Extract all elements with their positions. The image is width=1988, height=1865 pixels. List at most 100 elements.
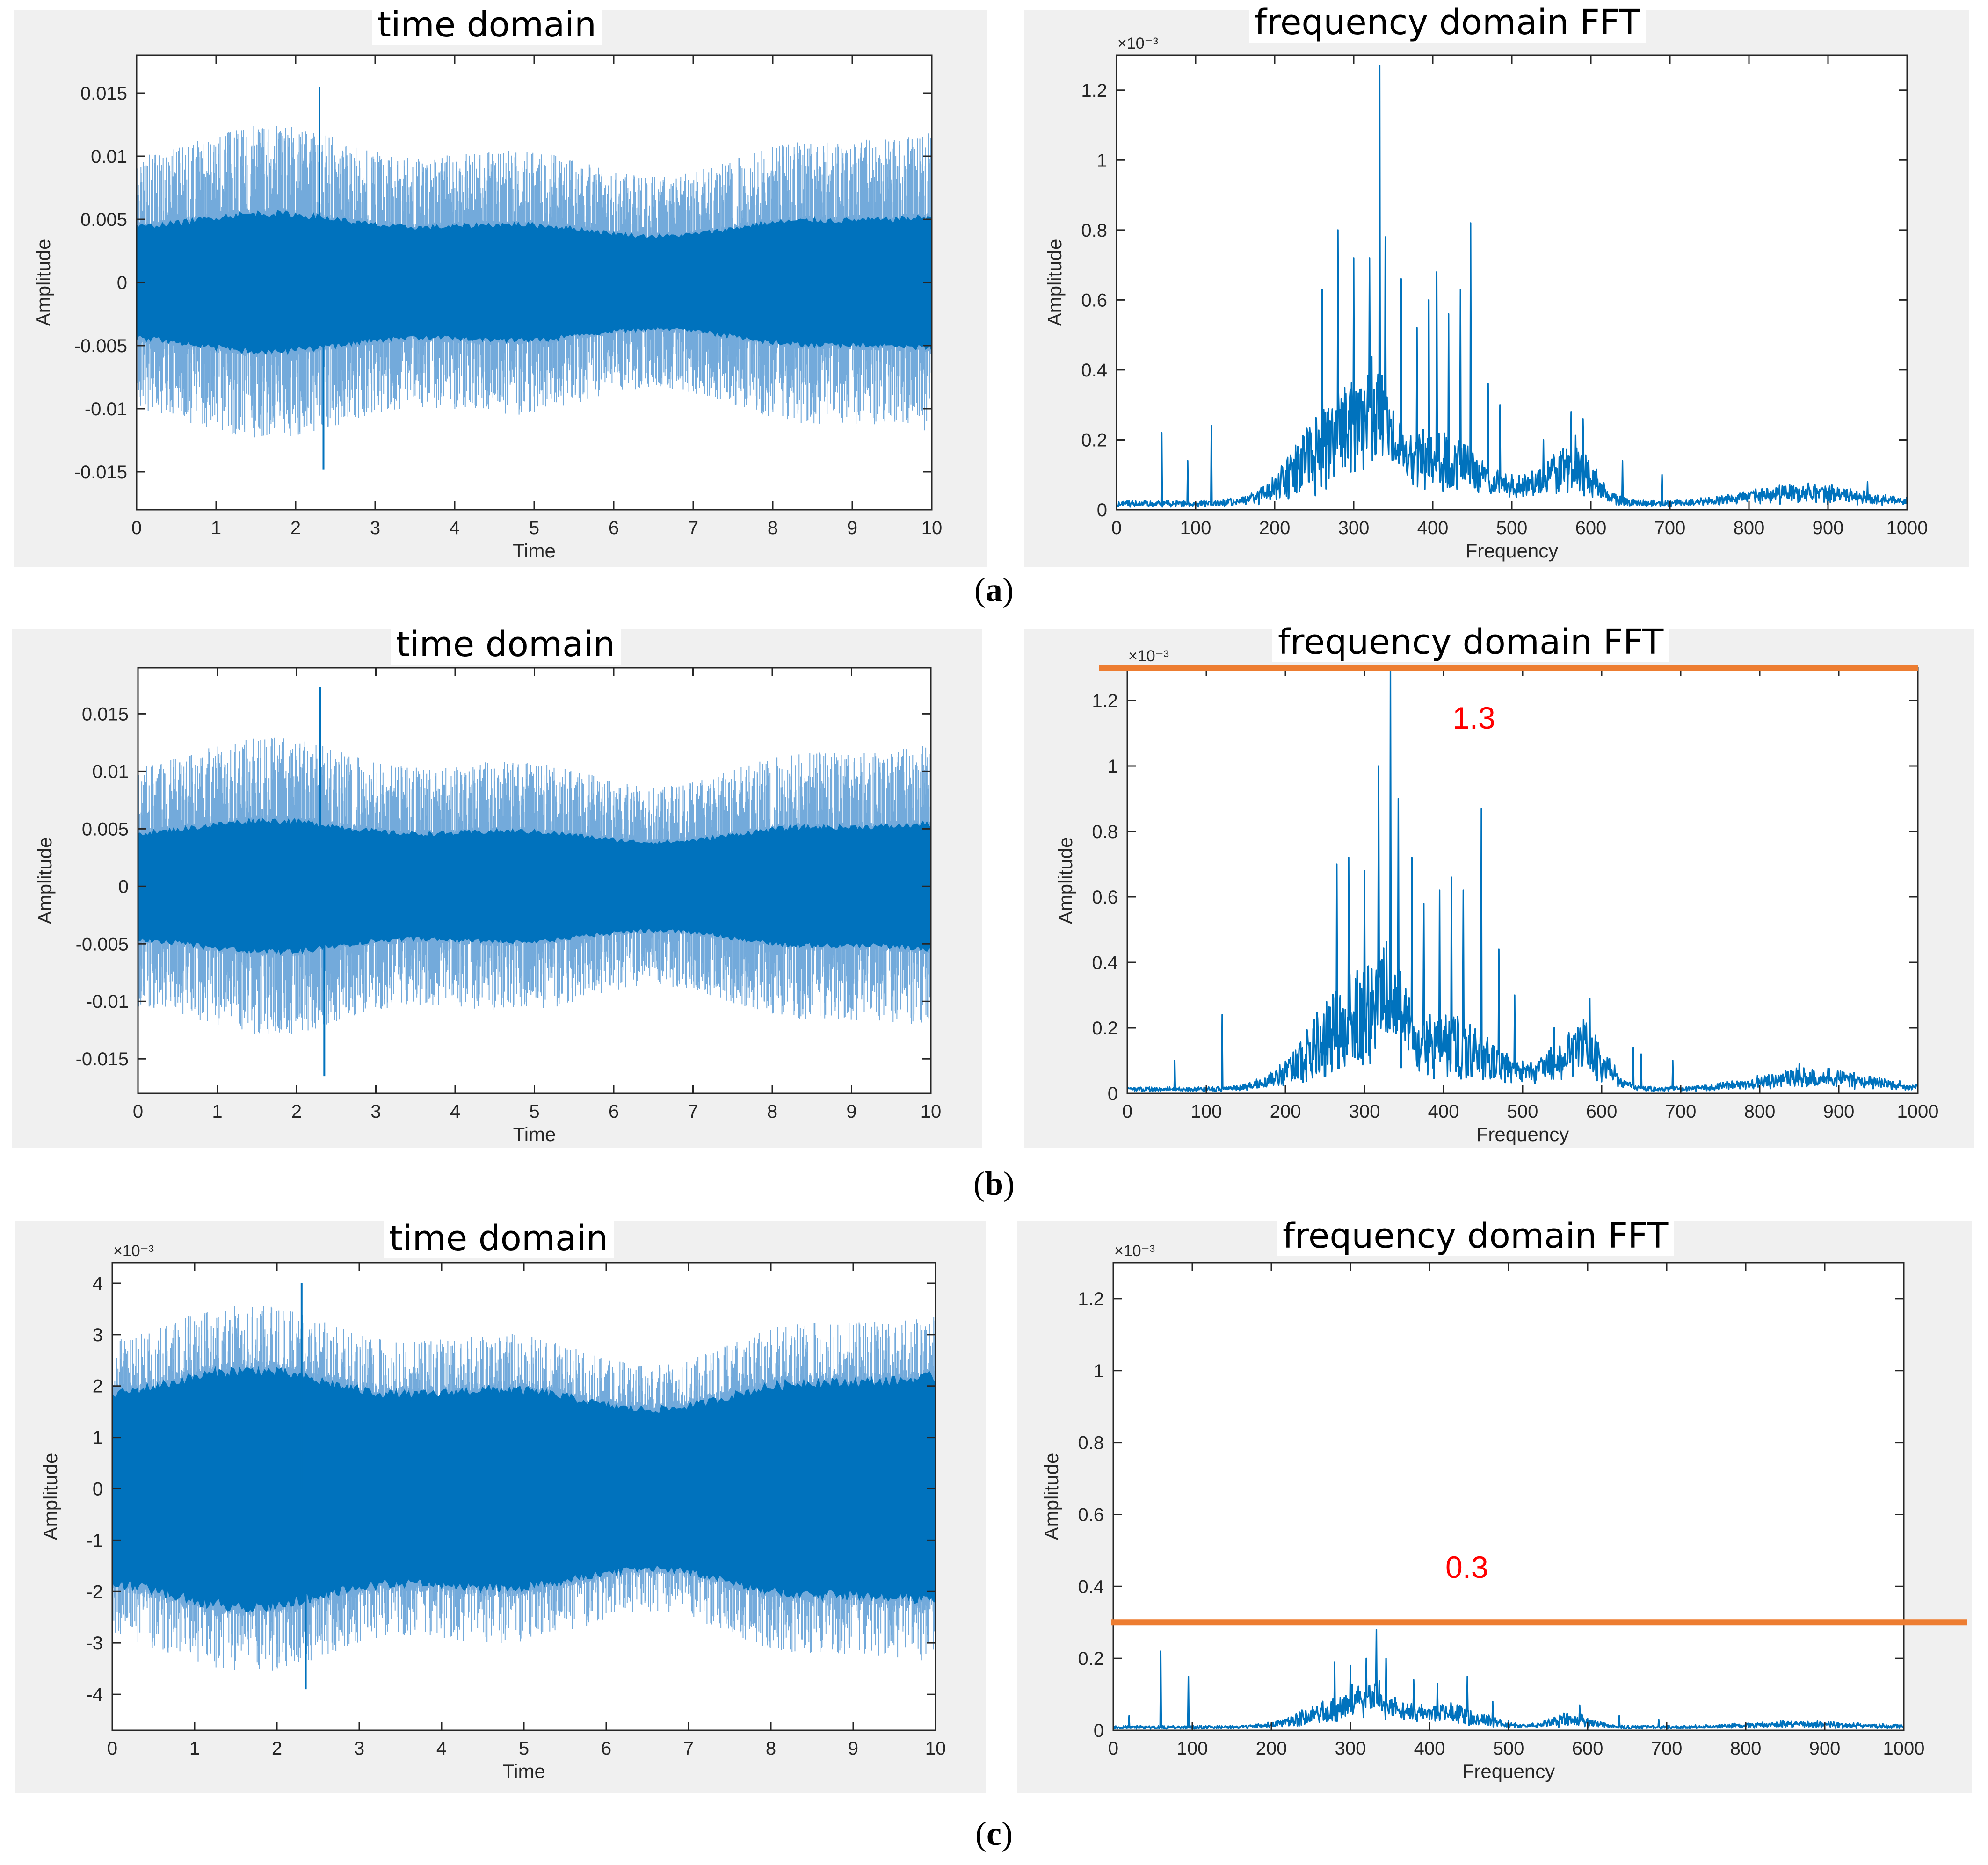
- x-tick-label: 300: [1338, 518, 1370, 538]
- x-tick-label: 400: [1414, 1738, 1445, 1759]
- x-tick-label: 7: [683, 1738, 694, 1759]
- x-tick-label: 0: [1111, 518, 1122, 538]
- chart-a-time: 0 1 2 3 4 5 6 7 8 9 10 -0.015 -0.01 -0.005 0 0.005 0.01 0…: [32, 54, 943, 562]
- x-tick-label: 500: [1507, 1101, 1538, 1122]
- y-tick-label: -2: [86, 1582, 103, 1602]
- x-tick-label: 5: [519, 1738, 529, 1759]
- y-tick-label: 0.8: [1078, 1433, 1104, 1453]
- caption-a-letter: a: [986, 571, 1002, 608]
- x-tick-label: 10: [925, 1738, 946, 1759]
- chart-a-fft: 0 100 200 300 400 500 600 700 800 900 1000 0 0.2 0.4 0…: [1044, 35, 1928, 562]
- y-tick-label: 0.2: [1078, 1648, 1104, 1669]
- data-layer: [138, 687, 931, 1077]
- y-tick-label: 0.8: [1092, 822, 1118, 842]
- x-axis-label: Frequency: [1476, 1123, 1569, 1145]
- x-tick-label: 100: [1191, 1101, 1222, 1122]
- x-tick-label: 0: [107, 1738, 117, 1759]
- title-c-time: time domain: [384, 1218, 614, 1258]
- y-tick-label: 0.2: [1081, 430, 1107, 450]
- y-tick-label: -4: [86, 1684, 103, 1705]
- plot-area: [1127, 668, 1918, 1093]
- y-tick-label: -0.015: [76, 1049, 129, 1070]
- y-tick-label: 0: [1097, 500, 1107, 520]
- y-tick-label: 0.4: [1078, 1576, 1104, 1597]
- x-tick-label: 400: [1417, 518, 1449, 538]
- y-tick-label: 1: [1094, 1361, 1104, 1381]
- chart-b-time: 0 1 2 3 4 5 6 7 8 9 10 -0.015 -0.01 -0.005 0 0.005 0.01 0…: [34, 667, 941, 1145]
- x-tick-label: 3: [354, 1738, 364, 1759]
- x-tick-label: 8: [767, 1101, 777, 1122]
- y-tick-label: -0.005: [76, 934, 129, 954]
- y-axis-label: Amplitude: [1040, 1453, 1062, 1540]
- x-tick-label: 9: [847, 518, 857, 538]
- y-tick-label: 2: [93, 1376, 103, 1397]
- x-tick-label: 600: [1572, 1738, 1603, 1759]
- y-tick-label: 4: [93, 1273, 103, 1294]
- y-tick-label: 0.01: [91, 146, 127, 167]
- x-tick-label: 1000: [1886, 518, 1928, 538]
- y-tick-label: 0: [1094, 1720, 1104, 1741]
- exponent-label: ×10⁻³: [1117, 35, 1158, 52]
- y-axis-label: Amplitude: [39, 1453, 61, 1540]
- x-axis-label: Frequency: [1466, 540, 1558, 562]
- x-tick-label: 200: [1270, 1101, 1301, 1122]
- y-tick-label: 1.2: [1081, 80, 1107, 101]
- y-tick-label: 0.2: [1092, 1018, 1118, 1039]
- x-tick-label: 4: [436, 1738, 447, 1759]
- x-axis-label: Frequency: [1462, 1760, 1555, 1782]
- data-layer: [1117, 65, 1907, 508]
- x-tick-label: 8: [768, 518, 778, 538]
- y-tick-label: 1.2: [1092, 691, 1118, 711]
- exponent-label: ×10⁻³: [1114, 1242, 1155, 1260]
- x-tick-label: 10: [921, 518, 943, 538]
- x-tick-label: 700: [1665, 1101, 1697, 1122]
- x-tick-label: 300: [1335, 1738, 1366, 1759]
- y-tick-label: 1: [1108, 756, 1118, 777]
- x-tick-label: 4: [450, 1101, 460, 1122]
- x-tick-label: 3: [370, 1101, 381, 1122]
- y-tick-label: 0.6: [1092, 887, 1118, 908]
- y-tick-label: -0.015: [74, 462, 127, 483]
- caption-b-letter: b: [984, 1165, 1004, 1202]
- y-tick-label: -0.005: [74, 336, 127, 356]
- x-tick-label: 7: [688, 518, 698, 538]
- y-tick-label: 0: [93, 1479, 103, 1500]
- x-tick-label: 200: [1256, 1738, 1287, 1759]
- y-tick-label: 0.4: [1081, 360, 1107, 381]
- title-c-fft: frequency domain FFT: [1277, 1216, 1674, 1256]
- signal-core: [138, 817, 931, 956]
- x-tick-label: 2: [272, 1738, 282, 1759]
- plot-area: [1113, 1263, 1904, 1730]
- x-tick-label: 600: [1575, 518, 1607, 538]
- x-tick-label: 3: [370, 518, 380, 538]
- spectrum-line: [1113, 1629, 1904, 1730]
- y-tick-label: 3: [93, 1325, 103, 1345]
- x-tick-label: 700: [1654, 518, 1686, 538]
- title-a-time: time domain: [372, 5, 602, 45]
- x-tick-label: 0: [1108, 1738, 1118, 1759]
- x-tick-label: 500: [1496, 518, 1528, 538]
- x-tick-label: 6: [609, 518, 619, 538]
- y-tick-label: 0.015: [82, 704, 129, 724]
- data-layer: [137, 87, 932, 470]
- x-tick-label: 800: [1744, 1101, 1776, 1122]
- y-axis-label: Amplitude: [32, 239, 54, 326]
- data-layer: [1127, 668, 1918, 1092]
- y-tick-label: 0.6: [1081, 290, 1107, 311]
- y-tick-label: -3: [86, 1633, 103, 1654]
- x-tick-label: 900: [1809, 1738, 1841, 1759]
- exponent-label: ×10⁻³: [1128, 647, 1169, 665]
- plot-area: [1117, 55, 1907, 510]
- x-tick-label: 600: [1586, 1101, 1618, 1122]
- x-tick-label: 6: [609, 1101, 619, 1122]
- x-tick-label: 1000: [1897, 1101, 1939, 1122]
- caption-c-letter: c: [987, 1815, 1001, 1852]
- spectrum-line: [1117, 65, 1907, 508]
- data-layer: [1113, 1629, 1904, 1730]
- x-tick-label: 700: [1651, 1738, 1683, 1759]
- chart-c-fft: 0 100 200 300 400 500 600 700 800 900 1000 0 0.2 0.4 0…: [1040, 1242, 1967, 1782]
- y-tick-label: 0.01: [92, 761, 129, 782]
- signal-core: [112, 1366, 936, 1613]
- threshold-label: 0.3: [1445, 1550, 1488, 1584]
